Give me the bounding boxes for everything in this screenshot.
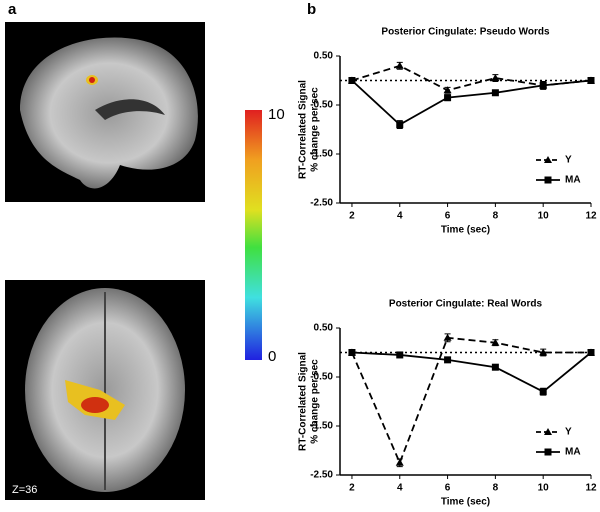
chart-title: Posterior Cingulate: Pseudo Words [381, 27, 550, 38]
legend-marker [544, 176, 552, 184]
y-axis-label: RT-Correlated Signal [298, 352, 309, 451]
x-tick-label: 6 [445, 211, 451, 222]
marker [587, 349, 595, 356]
legend-marker [544, 156, 552, 163]
marker [348, 349, 356, 356]
x-tick-label: 8 [493, 211, 499, 222]
marker [348, 77, 356, 84]
y-tick-label: -2.50 [310, 198, 333, 209]
marker [539, 388, 547, 396]
marker [444, 94, 452, 102]
marker [491, 338, 500, 346]
marker [491, 363, 499, 371]
panel-label: b [307, 1, 316, 18]
x-tick-label: 12 [585, 483, 597, 494]
x-tick-label: 10 [538, 483, 550, 494]
colorbar [245, 110, 262, 360]
x-tick-label: 6 [445, 483, 451, 494]
marker [443, 333, 452, 341]
marker [539, 348, 548, 356]
marker [443, 86, 452, 94]
marker [396, 121, 404, 129]
marker [395, 61, 404, 69]
y-axis-label: RT-Correlated Signal [298, 80, 309, 179]
y-tick-label: 0.50 [314, 51, 334, 62]
series-line [351, 64, 592, 92]
marker [396, 351, 404, 359]
y-axis-label: % change per sec [310, 87, 321, 172]
legend-label: MA [565, 175, 581, 186]
chart-title: Posterior Cingulate: Real Words [389, 299, 543, 310]
marker [395, 458, 404, 466]
legend-label: Y [565, 427, 572, 438]
marker [587, 77, 595, 84]
y-tick-label: -1.50 [310, 149, 333, 160]
x-tick-label: 12 [585, 211, 597, 222]
legend-marker [544, 428, 552, 435]
x-axis-label: Time (sec) [441, 225, 490, 236]
x-tick-label: 2 [349, 483, 355, 494]
series-line [351, 79, 592, 126]
x-tick-label: 4 [397, 211, 403, 222]
y-tick-label: -2.50 [310, 470, 333, 481]
series-line [351, 351, 592, 393]
y-axis-label: % change per sec [310, 359, 321, 444]
panel-label: a [8, 1, 17, 18]
sagittal-image [5, 22, 205, 202]
marker [539, 81, 547, 89]
x-tick-label: 10 [538, 211, 550, 222]
slice-label: Z=36 [12, 484, 37, 496]
legend-label: MA [565, 447, 581, 458]
y-tick-label: -0.50 [310, 100, 333, 111]
axial-image: Z=36 [5, 280, 205, 500]
series-line [351, 336, 591, 466]
marker [444, 356, 452, 364]
marker [491, 74, 500, 82]
x-tick-label: 8 [493, 483, 499, 494]
x-tick-label: 2 [349, 211, 355, 222]
y-tick-label: -1.50 [310, 421, 333, 432]
colorbar-label: 10 [268, 106, 285, 123]
legend-marker [544, 448, 552, 456]
legend-label: Y [565, 155, 572, 166]
x-tick-label: 4 [397, 483, 403, 494]
marker [491, 89, 499, 97]
x-axis-label: Time (sec) [441, 497, 490, 508]
y-tick-label: 0.50 [314, 323, 334, 334]
colorbar-label: 0 [268, 348, 276, 365]
y-tick-label: -0.50 [310, 372, 333, 383]
